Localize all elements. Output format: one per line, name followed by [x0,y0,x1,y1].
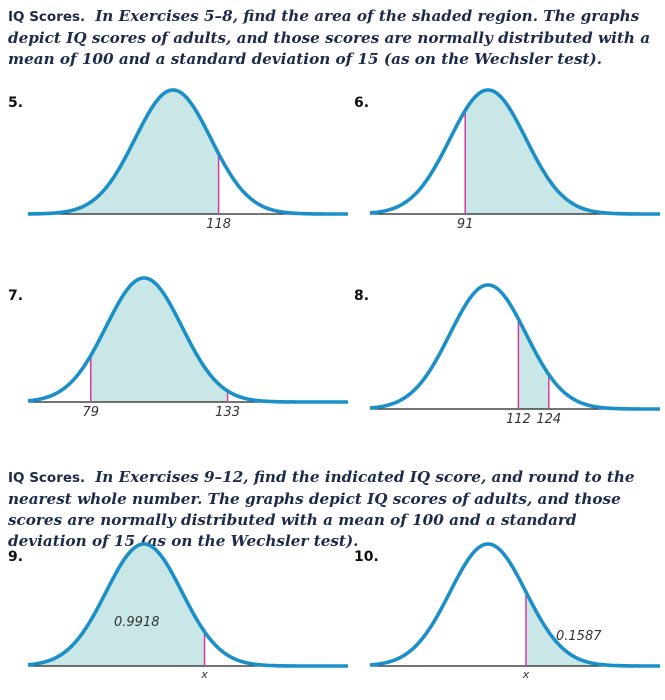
normal-curve [369,283,661,411]
normal-curve-graph: 118 [27,88,349,232]
bound-label: x [522,668,530,681]
exercise-number: 9. [8,549,24,565]
normal-curve-graph: x 0.1587 [369,542,661,681]
instructions-5-8: IQ Scores. In Exercises 5–8, find the are… [8,6,658,70]
bound-label: 133 [215,405,240,420]
normal-curve [27,542,349,668]
normal-curve-graph: 112 124 [369,283,661,427]
shaded-region [465,90,660,214]
bound-label: x [200,668,208,681]
normal-curve [369,542,661,668]
normal-curve [369,88,661,216]
shaded-region [28,544,205,666]
normal-curve-graph: 91 [369,88,661,232]
normal-curve [27,276,349,404]
area-label: 0.1587 [556,629,602,644]
instructions-9-12: IQ Scores. In Exercises 9–12, find the in… [8,467,658,552]
normal-curve-graph: x 0.9918 [27,542,349,681]
shaded-region [90,278,228,402]
exercise-number: 5. [8,95,24,111]
shaded-region [28,90,219,214]
exercise-number: 10. [354,549,379,565]
instructions-text: In Exercises 5–8, find the area of the s… [8,7,651,68]
exercise-number: 6. [354,95,370,111]
bound-label: 112 [506,412,531,427]
bound-label: 79 [83,405,100,420]
instructions-text: In Exercises 9–12, find the indicated IQ… [8,468,635,550]
normal-curve [27,88,349,216]
topic-heading: IQ Scores. [8,470,86,486]
area-label: 0.9918 [114,615,160,630]
shaded-region [518,319,549,409]
topic-heading: IQ Scores. [8,9,86,25]
normal-curve-graph: 79 133 [27,276,349,420]
bound-label: 124 [536,412,561,427]
bound-label: 118 [206,217,231,232]
exercise-number: 7. [8,288,24,304]
exercise-number: 8. [354,288,370,304]
bound-label: 91 [457,217,474,232]
